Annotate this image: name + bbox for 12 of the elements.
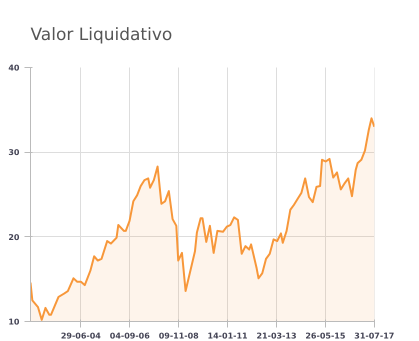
x-tick-label: 29-06-04 <box>60 332 102 340</box>
x-tick-label: 26-05-15 <box>305 332 346 340</box>
x-tick-label: 31-07-17 <box>354 332 394 340</box>
x-tick-label: 09-11-08 <box>158 332 200 340</box>
chart-title: Valor Liquidativo <box>30 25 172 45</box>
x-tick-label: 14-01-11 <box>208 332 248 340</box>
y-tick-label: 40 <box>8 64 20 72</box>
y-tick-label: 30 <box>8 148 20 158</box>
y-tick-label: 20 <box>8 232 20 242</box>
x-tick-label: 21-03-13 <box>256 332 297 340</box>
y-tick-label: 10 <box>8 318 20 326</box>
x-tick-label: 04-09-06 <box>110 332 150 340</box>
